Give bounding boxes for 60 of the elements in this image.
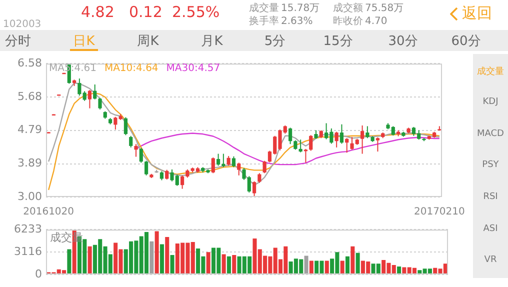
y-tick-label: 4.79 xyxy=(18,123,42,136)
text: 日K xyxy=(72,33,96,50)
text: 昨收价 xyxy=(333,16,363,27)
text: 换手率 xyxy=(249,16,279,27)
text: ASI xyxy=(482,224,499,234)
text: 4.82 xyxy=(81,3,114,21)
text: 0.12 xyxy=(129,3,162,21)
text: MACD xyxy=(476,129,505,139)
text: 102003 xyxy=(3,19,42,30)
bar xyxy=(88,246,92,274)
text: RSI xyxy=(482,192,499,202)
y-tick-label: 6233 xyxy=(14,222,42,236)
bar xyxy=(340,260,344,274)
y-tick-label: 3.00 xyxy=(18,190,42,203)
text: PSY xyxy=(481,160,500,170)
text: 成交额 xyxy=(333,3,363,14)
bar xyxy=(160,244,164,274)
text: 60分 xyxy=(450,33,482,50)
text: 4.70 xyxy=(365,16,388,27)
text: 成交量 xyxy=(249,3,279,14)
bar xyxy=(356,252,360,274)
bar xyxy=(150,241,154,274)
bar xyxy=(206,252,210,274)
bar xyxy=(165,237,170,274)
chart-title: 成交量 xyxy=(50,230,83,244)
y-tick-label: 0 xyxy=(35,267,42,280)
text: 周K xyxy=(136,33,160,50)
text: 75.58万 xyxy=(365,3,404,14)
bar xyxy=(154,231,159,274)
text: 15.78万 xyxy=(281,3,320,14)
y-tick-label: 3.89 xyxy=(18,156,42,170)
y-tick-label: 6.58 xyxy=(18,56,42,70)
bar xyxy=(309,260,314,274)
bar xyxy=(345,256,350,274)
text: 5分 xyxy=(263,33,287,50)
x-tick-label: 20161020 xyxy=(23,206,74,218)
x-tick-label: 20170210 xyxy=(414,206,465,218)
text: 返回 xyxy=(462,4,492,22)
text: 2.55% xyxy=(172,3,220,21)
y-tick-label: 5.68 xyxy=(18,90,42,103)
text: MA10:4.64 xyxy=(104,63,158,74)
text: MA30:4.57 xyxy=(166,63,220,74)
text: 成交量 xyxy=(476,66,505,78)
text: 2.63% xyxy=(281,16,313,27)
text: 15分 xyxy=(322,33,354,50)
bar xyxy=(226,256,231,274)
bar xyxy=(324,260,329,274)
text: 30分 xyxy=(387,33,419,50)
text: VR xyxy=(483,255,498,265)
bar xyxy=(232,254,236,274)
bar xyxy=(170,254,174,274)
bar xyxy=(350,246,355,274)
text: KDJ xyxy=(482,97,500,107)
y-tick-label: 3116 xyxy=(14,244,42,258)
bar xyxy=(304,256,308,274)
bar xyxy=(222,254,226,274)
text: 分时 xyxy=(4,33,32,50)
text: 月K xyxy=(200,33,224,50)
bar xyxy=(397,266,402,274)
bar xyxy=(67,249,72,274)
